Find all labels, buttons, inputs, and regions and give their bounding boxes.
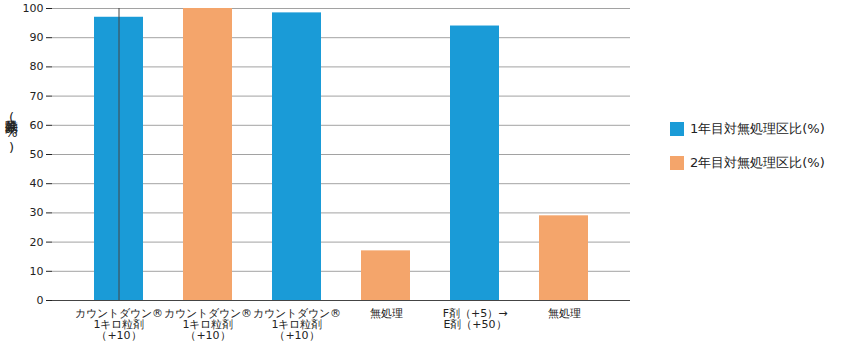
svg-text:100: 100 bbox=[23, 2, 44, 15]
svg-text:90: 90 bbox=[30, 31, 44, 44]
svg-text:50: 50 bbox=[30, 148, 44, 161]
svg-text:10: 10 bbox=[30, 265, 44, 278]
svg-text:70: 70 bbox=[30, 90, 44, 103]
svg-text:無処理: 無処理 bbox=[370, 307, 403, 320]
svg-text:30: 30 bbox=[30, 206, 44, 219]
svg-text:80: 80 bbox=[30, 60, 44, 73]
svg-text:カウントダウン®1キロ粒剤（+10）: カウントダウン®1キロ粒剤（+10） bbox=[75, 307, 163, 342]
html-text:2年目対無処理区比(%): 2年目対無処理区比(%) bbox=[690, 155, 825, 170]
svg-text:カウントダウン®1キロ粒剤（+10）: カウントダウン®1キロ粒剤（+10） bbox=[253, 307, 341, 342]
svg-text:F剤（+5）→E剤（+50）: F剤（+5）→E剤（+50） bbox=[443, 307, 508, 331]
svg-text:60: 60 bbox=[30, 119, 44, 132]
html-text:除草効果(%): 除草効果(%) bbox=[4, 110, 19, 155]
svg-text:40: 40 bbox=[30, 177, 44, 190]
html-text:1年目対無処理区比(%): 1年目対無処理区比(%) bbox=[690, 121, 825, 136]
svg-text:無処理: 無処理 bbox=[548, 307, 581, 320]
svg-text:20: 20 bbox=[30, 236, 44, 249]
svg-text:カウントダウン®1キロ粒剤（+10）: カウントダウン®1キロ粒剤（+10） bbox=[164, 307, 252, 342]
svg-text:0: 0 bbox=[37, 294, 44, 307]
